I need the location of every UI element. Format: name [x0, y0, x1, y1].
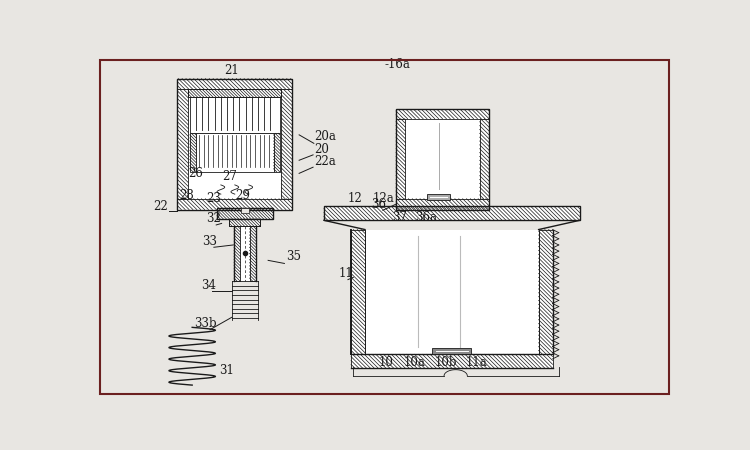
Text: 36a: 36a — [416, 211, 437, 224]
Bar — [178, 90, 188, 199]
Bar — [188, 90, 281, 210]
Bar — [190, 91, 280, 133]
Bar — [324, 207, 580, 220]
Text: 21: 21 — [224, 64, 238, 77]
Text: 33: 33 — [202, 235, 217, 248]
Text: 12: 12 — [347, 192, 362, 205]
Bar — [217, 208, 273, 219]
Bar — [241, 208, 249, 213]
Text: 28: 28 — [179, 189, 194, 202]
Bar — [178, 79, 292, 210]
Bar — [230, 219, 260, 226]
Bar — [230, 219, 260, 226]
Text: 31: 31 — [219, 364, 234, 377]
Text: 27: 27 — [223, 170, 237, 183]
Bar — [281, 90, 292, 199]
Bar — [190, 133, 196, 172]
Text: 26: 26 — [188, 167, 203, 180]
Bar — [240, 226, 250, 281]
Text: 11: 11 — [339, 267, 353, 280]
Bar — [188, 90, 281, 97]
Text: 11a: 11a — [466, 356, 488, 369]
Bar — [396, 109, 489, 119]
Bar — [405, 119, 480, 199]
Bar — [188, 90, 281, 97]
Text: 10: 10 — [379, 356, 394, 369]
Bar — [433, 348, 471, 354]
Text: 12a: 12a — [373, 192, 394, 205]
Text: 10a: 10a — [404, 356, 426, 369]
Text: 36: 36 — [371, 198, 386, 211]
Bar — [538, 230, 553, 354]
Text: 34: 34 — [201, 279, 216, 292]
Bar — [274, 133, 280, 172]
Text: 32: 32 — [206, 212, 221, 225]
Text: 37: 37 — [392, 211, 407, 224]
Bar — [196, 133, 274, 172]
Bar — [234, 226, 240, 281]
Text: 20: 20 — [315, 143, 329, 156]
Bar — [396, 199, 489, 210]
Text: 23: 23 — [206, 192, 221, 205]
Bar — [480, 119, 489, 199]
Bar — [324, 207, 580, 220]
Bar — [178, 199, 292, 210]
Bar — [396, 119, 405, 199]
Text: 10b: 10b — [435, 356, 457, 369]
Text: -16a: -16a — [384, 58, 410, 71]
Text: 29: 29 — [235, 189, 250, 202]
Bar — [178, 79, 292, 90]
Bar — [351, 354, 553, 368]
Bar — [351, 230, 365, 354]
Text: 22: 22 — [154, 199, 168, 212]
Bar — [365, 230, 538, 354]
Text: 33b: 33b — [194, 317, 217, 330]
Bar — [250, 226, 256, 281]
Text: 20a: 20a — [315, 130, 337, 143]
Text: 22a: 22a — [315, 155, 336, 168]
Bar — [427, 194, 450, 200]
Text: 35: 35 — [286, 250, 301, 263]
Bar — [396, 109, 489, 210]
Bar — [217, 208, 273, 219]
